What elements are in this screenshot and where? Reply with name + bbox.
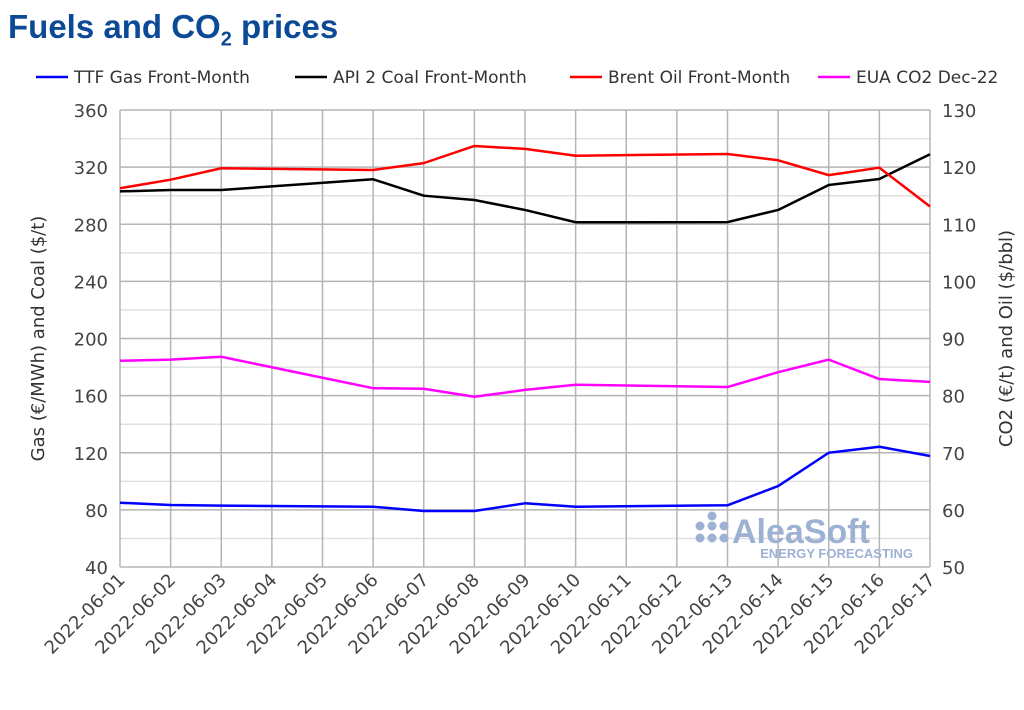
y2-tick-label: 130: [942, 101, 976, 122]
y-tick-label: 120: [74, 444, 108, 465]
y2-tick-label: 120: [942, 158, 976, 179]
y2-tick-label: 80: [942, 387, 965, 408]
watermark-logo-dot: [695, 521, 705, 531]
legend-label: API 2 Coal Front-Month: [333, 68, 527, 88]
y-tick-label: 360: [74, 101, 108, 122]
legend-label: EUA CO2 Dec-22: [856, 68, 998, 88]
watermark-tagline: ENERGY FORECASTING: [760, 546, 913, 561]
y2-tick-label: 90: [942, 330, 965, 351]
watermark-logo-dot: [707, 533, 717, 543]
chart-title: Fuels and CO2 prices: [8, 8, 339, 51]
watermark-logo-dot: [719, 533, 729, 543]
y2-tick-label: 110: [942, 215, 976, 236]
watermark-logo-dot: [707, 511, 717, 521]
legend-label: Brent Oil Front-Month: [608, 68, 790, 88]
y2-tick-label: 100: [942, 272, 976, 293]
watermark-logo-dot: [707, 521, 717, 531]
y-tick-label: 320: [74, 158, 108, 179]
y2-axis-label: CO2 (€/t) and Oil ($/bbl): [996, 230, 1017, 447]
watermark-logo-dot: [719, 521, 729, 531]
y-tick-label: 200: [74, 330, 108, 351]
y-tick-label: 280: [74, 215, 108, 236]
y-tick-label: 40: [85, 558, 108, 579]
y-axis-label: Gas (€/MWh) and Coal ($/t): [28, 216, 49, 462]
y2-tick-label: 50: [942, 558, 965, 579]
watermark-brand: AleaSoft: [732, 513, 870, 551]
y2-tick-label: 70: [942, 444, 965, 465]
watermark-logo-dot: [695, 533, 705, 543]
y2-tick-label: 60: [942, 501, 965, 522]
legend-label: TTF Gas Front-Month: [73, 68, 250, 88]
y-tick-label: 240: [74, 272, 108, 293]
y-tick-label: 160: [74, 387, 108, 408]
y-tick-label: 80: [85, 501, 108, 522]
